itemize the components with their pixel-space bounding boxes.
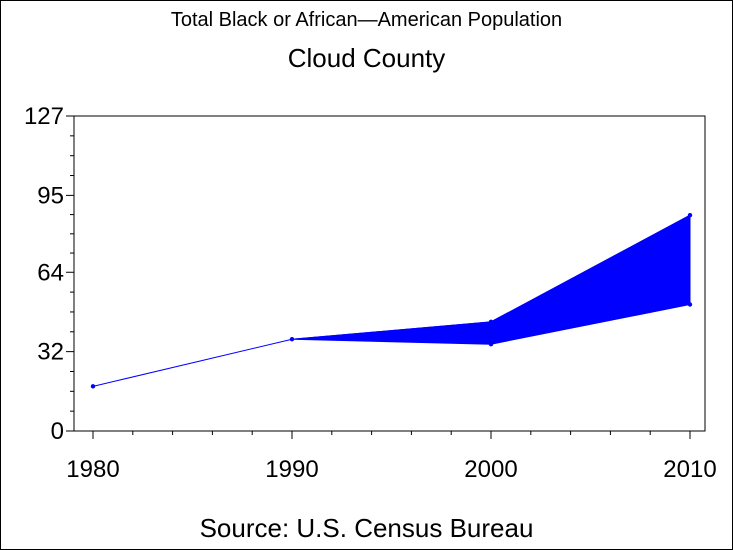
series-line [92,214,691,387]
data-point [687,213,693,218]
plot-area [73,115,706,432]
source-note: Source: U.S. Census Bureau [199,513,534,543]
x-tick-label: 1990 [265,456,318,483]
range-band [291,214,691,345]
data-point [289,337,295,342]
data-point [90,384,96,389]
data-point-low [488,341,494,347]
y-tick-label: 127 [24,103,64,130]
y-tick-label: 95 [37,182,64,209]
data-point [488,319,494,325]
x-axis: 1980 1990 2000 2010 [66,431,717,483]
series-layer [90,213,693,389]
chart-subtitle: Cloud County [287,43,446,73]
x-tick-label: 2000 [464,456,517,483]
x-tick-label: 2010 [663,456,716,483]
y-tick-label: 64 [37,259,64,286]
data-point-low [687,302,693,307]
y-tick-label: 32 [37,339,64,366]
y-axis: 0 32 64 95 127 [24,103,74,445]
y-tick-label: 0 [51,418,64,445]
x-tick-label: 1980 [66,456,119,483]
chart-title: Total Black or African—American Populati… [170,9,563,31]
